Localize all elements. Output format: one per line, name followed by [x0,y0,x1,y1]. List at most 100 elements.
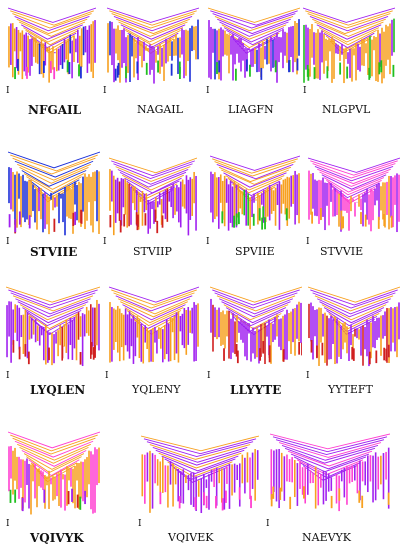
panel-yqleny [109,285,199,369]
graph-branch-line [158,452,242,469]
graph-branch-line [115,295,193,312]
panel-label: STVVIE [320,245,364,258]
panel-label: VQIVYK [30,531,84,545]
disconnectivity-graph [308,286,400,367]
graph-branch-line [155,449,245,466]
disconnectivity-graph [308,157,400,233]
graph-branch-line [113,163,193,179]
graph-branch-line [316,24,382,40]
disconnectivity-graph [109,157,197,236]
panel-spviie [210,154,300,234]
graph-branch-line [290,453,370,470]
graph-branch-line [23,453,85,470]
graph-branch-line [308,157,400,173]
panel-yyteft [308,285,400,369]
graph-branch-line [318,27,380,43]
graph-branch-line [317,298,391,315]
graph-branch-line [307,13,391,29]
graph-branch-line [113,292,195,309]
graph-branch-line [210,10,298,26]
graph-branch-line [321,304,387,321]
energy-scale-marker: I [266,519,270,529]
energy-scale-marker: I [6,86,10,96]
panel-naevyk [270,432,390,514]
graph-branch-line [111,160,195,177]
panel-label: NAEVYK [302,531,352,544]
graph-branch-line [29,35,75,51]
energy-scale-marker: I [303,86,307,96]
graph-branch-line [109,157,197,174]
graph-branch-line [214,161,296,177]
graph-branch-line [319,301,389,318]
graph-branch-line [321,174,387,190]
panel-label: STVIIP [133,245,172,258]
graph-branch-line [284,447,376,464]
disconnectivity-graph [141,435,259,514]
graph-branch-line [8,289,98,306]
graph-branch-line [317,168,391,185]
graph-branch-line [119,171,187,188]
graph-branch-line [223,27,285,43]
graph-branch-line [12,437,96,455]
panel-nfgail [8,6,96,86]
graph-branch-line [228,310,284,327]
graph-branch-line [8,151,100,169]
graph-branch-line [121,174,184,191]
graph-branch-line [321,29,377,46]
graph-branch-line [21,170,87,187]
graph-branch-line [228,32,280,49]
graph-branch-line [308,286,400,303]
panel-label: VQIVEK [168,531,214,544]
graph-branch-line [17,163,91,181]
panel-nagail [107,6,199,86]
panel-stviie [8,150,100,238]
energy-scale-marker: I [207,371,211,381]
disconnectivity-graph [8,151,100,236]
panel-label: NLGPVL [322,103,371,116]
graph-branch-line [10,154,98,172]
graph-branch-line [16,18,88,35]
graph-branch-line [149,444,251,460]
graph-branch-line [161,455,239,472]
graph-branch-line [23,27,81,43]
graph-branch-line [8,7,96,23]
graph-branch-line [225,175,285,191]
panel-vqivek [141,434,259,516]
graph-branch-line [270,433,390,450]
energy-scale-marker: I [6,519,10,529]
graph-branch-line [6,286,100,303]
graph-branch-line [141,435,259,452]
graph-branch-line [15,298,91,315]
graph-branch-line [216,295,296,312]
panel-vqivyk [8,430,100,518]
graph-branch-line [129,35,177,51]
panel-label: NFGAIL [28,103,82,117]
graph-branch-line [18,21,86,37]
graph-branch-line [323,177,385,193]
graph-branch-line [19,446,89,464]
graph-branch-line [12,295,94,312]
graph-branch-line [212,289,300,306]
graph-branch-line [310,289,398,306]
graph-branch-line [312,163,396,179]
graph-branch-line [310,160,398,176]
panel-lyqlen [6,285,100,369]
graph-branch-line [223,172,287,188]
panel-llyyte [210,285,302,369]
graph-branch-line [328,182,380,199]
graph-branch-line [117,298,191,315]
graph-branch-line [25,29,79,46]
graph-branch-line [212,158,298,174]
disconnectivity-graph [210,155,300,231]
graph-branch-line [122,304,186,321]
disconnectivity-graph [208,7,300,83]
graph-branch-line [208,7,300,23]
panel-stvvie [308,156,400,236]
disconnectivity-graph [210,286,302,365]
graph-branch-line [19,304,87,321]
panel-liagfn [208,6,300,86]
graph-branch-line [221,301,291,318]
energy-scale-marker: I [138,519,142,529]
disconnectivity-graph [6,286,100,367]
